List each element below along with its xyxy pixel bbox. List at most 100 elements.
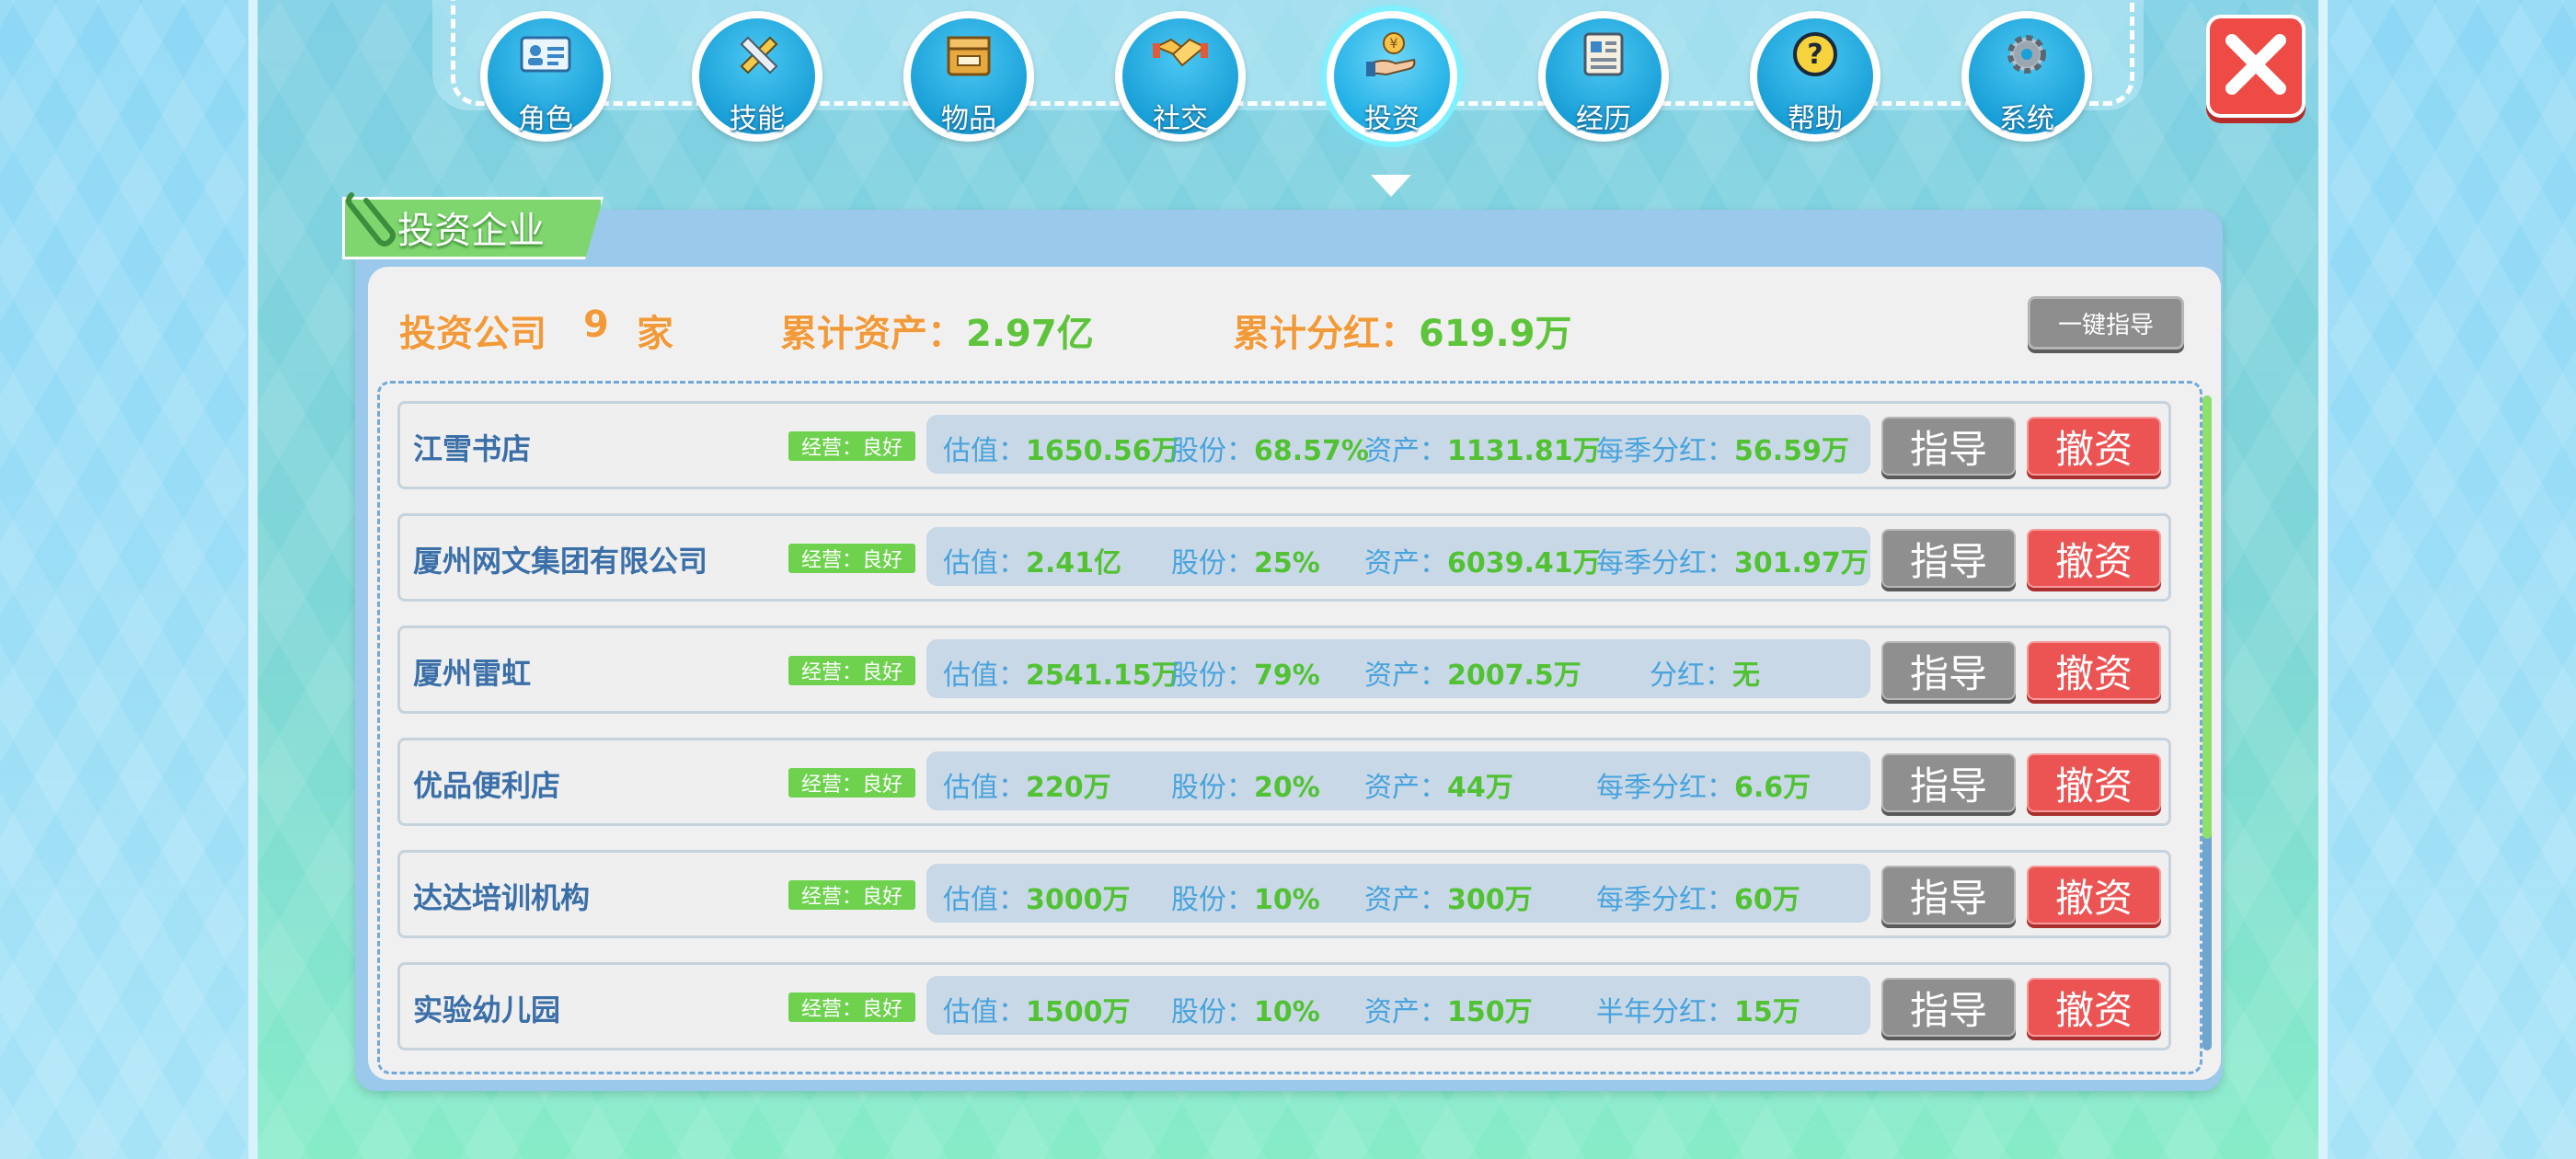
gear-icon [1999,29,2054,79]
box-icon [941,29,996,79]
question-icon: ? [1788,29,1843,79]
nav-button-invest[interactable]: ¥ 投资 [1327,11,1457,142]
nav-label: 系统 [1999,103,2054,135]
valuation-label: 估值： [943,884,1026,916]
nav-button-skill[interactable]: 技能 [692,11,822,142]
guide-all-button[interactable]: 一键指导 [2028,296,2184,350]
status-badge: 经营：良好 [788,431,915,461]
share-label: 股份： [1171,547,1254,580]
scrollbar-thumb[interactable] [2202,396,2212,839]
divest-button[interactable]: 撤资 [2027,529,2161,588]
share-value: 10% [1254,884,1320,916]
status-badge: 经营：良好 [788,880,915,910]
companies-unit: 家 [637,313,673,355]
left-rail [248,0,258,1159]
valuation-value: 1650.56万 [1026,435,1179,467]
nav-label: 经历 [1576,103,1631,135]
company-row: 厦州雷虹 经营：良好 估值：2541.15万 股份：79% 资产：2007.5万… [397,625,2171,714]
nav-button-help[interactable]: ? 帮助 [1750,11,1880,142]
divest-button[interactable]: 撤资 [2027,753,2161,812]
nav-button-social[interactable]: 社交 [1115,11,1246,142]
company-row: 达达培训机构 经营：良好 估值：3000万 股份：10% 资产：300万 每季分… [397,850,2171,938]
divest-button[interactable]: 撤资 [2027,417,2161,476]
id-card-icon [518,29,573,79]
asset-value: 1131.81万 [1447,435,1601,467]
hand-coin-icon: ¥ [1364,29,1420,79]
stats-bar: 估值：1650.56万 股份：68.57% 资产：1131.81万 每季分红：5… [926,415,1870,474]
assets-value: 2.97亿 [966,313,1094,355]
nav-button-items[interactable]: 物品 [903,11,1034,142]
company-row: 厦州网文集团有限公司 经营：良好 估值：2.41亿 股份：25% 资产：6039… [397,513,2171,602]
nav-label: 帮助 [1788,103,1843,135]
asset-label: 资产： [1364,435,1447,467]
dividend-value: 6.6万 [1734,772,1811,804]
dividend-value: 301.97万 [1734,547,1869,580]
status-badge: 经营：良好 [788,768,915,798]
divest-button[interactable]: 撤资 [2027,978,2161,1037]
company-name: 厦州雷虹 [413,656,532,691]
nav-label: 物品 [941,103,996,135]
close-icon [2225,34,2286,95]
asset-value: 44万 [1447,772,1513,804]
share-label: 股份： [1171,772,1254,804]
paperclip-icon [342,189,397,258]
company-name: 江雪书店 [413,431,532,466]
dividend-label: 分红： [1650,660,1732,692]
share-value: 20% [1254,772,1320,804]
nav-label: 社交 [1153,103,1208,135]
asset-label: 资产： [1364,996,1447,1028]
right-rail [2318,0,2328,1159]
share-value: 68.57% [1254,435,1369,467]
nav-label: 技能 [730,103,785,135]
status-badge: 经营：良好 [788,656,915,685]
company-row: 优品便利店 经营：良好 估值：220万 股份：20% 资产：44万 每季分红：6… [397,738,2171,826]
nav-button-system[interactable]: 系统 [1961,11,2092,142]
asset-value: 6039.41万 [1447,547,1601,580]
asset-value: 2007.5万 [1447,660,1581,692]
handshake-icon [1153,29,1208,79]
nav-button-history[interactable]: 经历 [1538,11,1669,142]
share-value: 25% [1254,547,1320,580]
dividend-label: 每季分红： [1596,435,1734,467]
guide-button[interactable]: 指导 [1881,753,2016,812]
divest-button[interactable]: 撤资 [2027,866,2161,924]
nav-border [451,0,2134,106]
close-button[interactable] [2206,15,2306,118]
stats-bar: 估值：2541.15万 股份：79% 资产：2007.5万 分红：无 [926,639,1870,698]
svg-text:?: ? [1807,39,1823,71]
company-list [377,381,2202,1074]
guide-button[interactable]: 指导 [1881,866,2016,924]
nav-button-role[interactable]: 角色 [480,11,611,142]
asset-label: 资产： [1364,884,1447,916]
guide-button[interactable]: 指导 [1881,417,2016,476]
pencil-ruler-icon [730,29,785,79]
stats-bar: 估值：1500万 股份：10% 资产：150万 半年分红：15万 [926,976,1870,1035]
asset-value: 150万 [1447,996,1533,1028]
status-badge: 经营：良好 [788,993,915,1022]
valuation-value: 220万 [1026,772,1111,804]
divest-button[interactable]: 撤资 [2027,641,2161,700]
valuation-value: 2541.15万 [1026,660,1179,692]
status-badge: 经营：良好 [788,544,915,573]
dividend-label: 每季分红： [1596,772,1734,804]
guide-button[interactable]: 指导 [1881,529,2016,588]
valuation-label: 估值： [943,660,1026,692]
asset-label: 资产： [1364,772,1447,804]
guide-button[interactable]: 指导 [1881,978,2016,1037]
dividend-value: 无 [1732,660,1760,692]
nav-label: 角色 [518,103,573,135]
svg-text:¥: ¥ [1390,37,1398,52]
company-row: 江雪书店 经营：良好 估值：1650.56万 股份：68.57% 资产：1131… [397,401,2171,489]
guide-button[interactable]: 指导 [1881,641,2016,700]
active-tab-pointer [1371,175,1411,197]
share-value: 79% [1254,660,1320,692]
valuation-label: 估值： [943,996,1026,1028]
company-row: 实验幼儿园 经营：良好 估值：1500万 股份：10% 资产：150万 半年分红… [397,962,2171,1050]
asset-value: 300万 [1447,884,1533,916]
stats-bar: 估值：220万 股份：20% 资产：44万 每季分红：6.6万 [926,752,1870,810]
valuation-label: 估值： [943,547,1026,580]
companies-count: 9 [583,304,609,346]
valuation-value: 2.41亿 [1026,547,1122,580]
dividend-value: 60万 [1734,884,1800,916]
dividend-label: 累计分红： [1233,313,1417,355]
